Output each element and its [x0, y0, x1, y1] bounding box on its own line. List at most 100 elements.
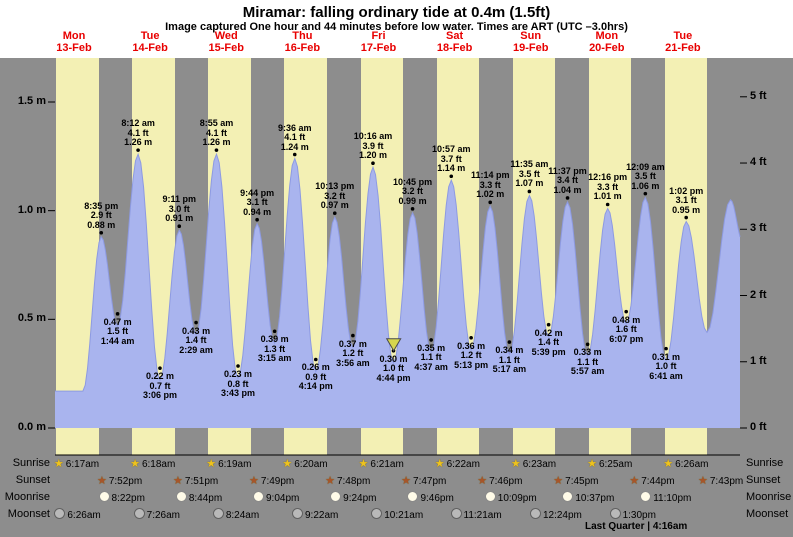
- date-label: Thu 16-Feb: [285, 30, 320, 54]
- tide-point-dot: [684, 215, 688, 220]
- tide-label-line: 0.8 ft: [227, 378, 249, 389]
- tide-high-label: 11:14 pm 3.3 ft 1.02 m: [471, 171, 510, 200]
- sunrise-star-icon: ★: [206, 458, 217, 470]
- moonset-moon-icon: [450, 508, 462, 519]
- tide-high-label: 10:57 am 3.7 ft 1.14 m: [432, 145, 471, 174]
- tide-high-label: 11:35 am 3.5 ft 1.07 m: [510, 160, 548, 189]
- moonrise-time: 10:37pm: [575, 493, 615, 504]
- date-label: Tue 21-Feb: [665, 30, 700, 54]
- tide-label-line: 0.30 m: [379, 353, 408, 364]
- date-label: Fri 17-Feb: [361, 30, 396, 54]
- date-day-name: Tue: [140, 30, 160, 42]
- tide-high-label: 12:16 pm 3.3 ft 1.01 m: [588, 173, 627, 202]
- tide-point-dot: [371, 161, 375, 166]
- chart-header: Miramar: falling ordinary tide at 0.4m (…: [0, 0, 793, 58]
- sunset-star-icon: ★: [249, 475, 259, 487]
- tide-label-line: 3:15 am: [257, 353, 292, 364]
- sunrise-entry: ★ 6:17am: [54, 457, 99, 470]
- moonrise-entry: 8:44pm: [175, 491, 223, 504]
- moonset-time: 12:24pm: [542, 510, 582, 521]
- tide-label-line: 1.5 ft: [107, 326, 129, 337]
- moonrise-time: 8:44pm: [188, 493, 223, 504]
- tide-label-line: 1.01 m: [593, 191, 622, 202]
- meter-axis-label: 0.0 m: [17, 421, 46, 433]
- moonset-entry: 10:21am: [371, 508, 423, 521]
- moonset-moon-icon: [292, 508, 303, 519]
- sunset-time: 7:48pm: [336, 476, 371, 487]
- astro-row-label-right: Sunset: [746, 474, 781, 486]
- moonrise-entry: 9:24pm: [330, 491, 377, 504]
- date-label: Mon 13-Feb: [56, 30, 91, 54]
- sunset-time: 7:46pm: [489, 476, 523, 487]
- tide-point-dot: [236, 364, 240, 368]
- date-label: Wed 15-Feb: [209, 30, 244, 54]
- moonrise-entry: 10:37pm: [562, 491, 614, 504]
- tide-label-line: 11:37 pm: [548, 165, 587, 176]
- moonset-time: 10:21am: [384, 510, 424, 521]
- moonset-entry: 9:22am: [292, 508, 338, 521]
- sunset-star-icon: ★: [173, 475, 183, 487]
- astro-row-label-left: Sunset: [15, 474, 50, 486]
- moonset-time: 9:22am: [305, 510, 339, 521]
- feet-axis-label: 2 ft: [750, 288, 767, 301]
- moonset-time: 7:26am: [146, 510, 181, 521]
- astro-row-label-right: Moonrise: [746, 491, 792, 503]
- tide-label-line: 0.22 m: [145, 371, 174, 382]
- moonset-entry: 7:26am: [133, 508, 181, 521]
- feet-axis-label: 1 ft: [750, 354, 767, 367]
- sunset-star-icon: ★: [629, 475, 640, 487]
- tide-label-line: 1.0 ft: [655, 361, 677, 372]
- tide-label-line: 1.0 ft: [382, 363, 404, 374]
- date-label: Sun 19-Feb: [513, 30, 548, 54]
- tide-label-line: 4:44 pm: [376, 372, 411, 383]
- sunset-time: 7:45pm: [565, 476, 599, 487]
- tide-point-dot: [624, 309, 629, 314]
- tide-label-line: 3.9 ft: [362, 140, 384, 151]
- tide-label-line: 10:16 am: [353, 131, 393, 142]
- date-value: 19-Feb: [512, 42, 549, 54]
- tide-low-label: 0.35 m 1.1 ft 4:37 am: [414, 342, 448, 373]
- sunset-time: 7:52pm: [108, 476, 143, 487]
- tide-label-line: 10:57 am: [431, 144, 471, 155]
- feet-axis-label: 3 ft: [750, 222, 767, 235]
- sunset-star-icon: ★: [325, 475, 335, 487]
- sunrise-time: 6:25am: [598, 459, 633, 470]
- moonrise-time: 10:09pm: [497, 493, 537, 504]
- moonrise-moon-icon: [407, 491, 419, 502]
- tide-label-line: 1.1 ft: [420, 352, 442, 363]
- tide-low-label: 0.48 m 1.6 ft 6:07 pm: [609, 315, 643, 345]
- feet-axis-label: 4 ft: [750, 156, 767, 169]
- moonrise-entry: 8:22pm: [98, 491, 145, 504]
- tide-point-dot: [643, 191, 648, 196]
- moonset-time: 1:30pm: [622, 510, 656, 521]
- sunset-star-icon: ★: [553, 475, 564, 487]
- tide-label-line: 3.1 ft: [675, 195, 697, 206]
- tide-label-line: 1.02 m: [476, 189, 505, 200]
- moonrise-moon-icon: [175, 491, 187, 502]
- tide-label-line: 0.35 m: [417, 342, 446, 353]
- tide-label-line: 5:17 am: [492, 364, 527, 375]
- tide-point-dot: [469, 335, 473, 340]
- moonrise-moon-icon: [98, 491, 110, 502]
- tide-label-line: 0.42 m: [534, 327, 563, 338]
- astro-row-label-left: Sunrise: [12, 457, 50, 469]
- sunrise-entry: ★ 6:22am: [435, 457, 480, 470]
- tide-label-line: 5:39 pm: [531, 346, 566, 357]
- tide-point-dot: [449, 174, 454, 179]
- tide-low-label: 0.22 m 0.7 ft 3:06 pm: [143, 372, 177, 401]
- tide-label-line: 0.91 m: [165, 213, 194, 224]
- date-value: 16-Feb: [284, 42, 321, 54]
- tide-point-dot: [546, 322, 551, 327]
- tide-label-line: 1.4 ft: [185, 335, 207, 346]
- tide-label-line: 10:45 pm: [393, 176, 433, 187]
- moonset-moon-icon: [133, 508, 145, 519]
- tide-label-line: 3.2 ft: [324, 190, 346, 201]
- tide-high-label: 11:37 pm 3.4 ft 1.04 m: [548, 165, 587, 196]
- sunset-entry: ★ 7:43pm: [698, 474, 743, 487]
- date-value: 20-Feb: [589, 42, 625, 54]
- tide-label-line: 9:11 pm: [162, 194, 197, 205]
- tide-high-label: 10:16 am 3.9 ft 1.20 m: [354, 132, 393, 161]
- moonrise-time: 9:46pm: [420, 493, 454, 504]
- moonrise-moon-icon: [640, 491, 652, 502]
